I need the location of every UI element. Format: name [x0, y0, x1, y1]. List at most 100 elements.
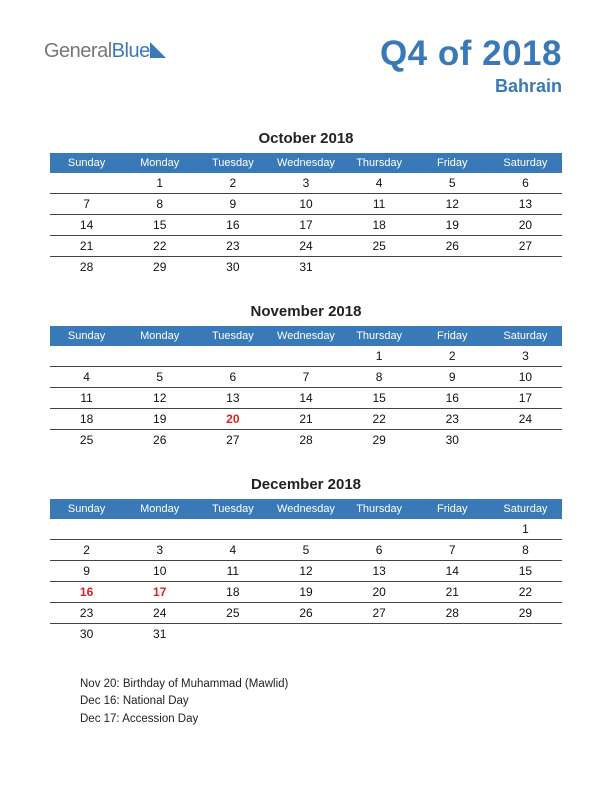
calendar-row: 9101112131415 [50, 561, 562, 582]
calendar-cell: 3 [269, 173, 342, 194]
calendar-cell [416, 624, 489, 645]
calendar-cell: 10 [123, 561, 196, 582]
logo: GeneralBlue [44, 40, 166, 63]
calendar-cell: 10 [269, 194, 342, 215]
calendar-cell: 22 [343, 409, 416, 430]
calendar-cell: 20 [489, 215, 562, 236]
calendar-cell: 9 [416, 367, 489, 388]
calendar-cell: 24 [489, 409, 562, 430]
calendar-cell: 23 [416, 409, 489, 430]
day-header: Friday [416, 326, 489, 346]
calendar-table: SundayMondayTuesdayWednesdayThursdayFrid… [50, 499, 562, 644]
calendar-row: 1 [50, 519, 562, 540]
calendar-cell: 17 [123, 582, 196, 603]
calendar-cell: 5 [123, 367, 196, 388]
calendar-cell: 16 [416, 388, 489, 409]
calendar-cell: 1 [489, 519, 562, 540]
calendar-cell: 31 [269, 257, 342, 278]
calendar-cell: 25 [50, 430, 123, 451]
calendar-cell [50, 173, 123, 194]
calendar-row: 23242526272829 [50, 603, 562, 624]
heading: Q4 of 2018 Bahrain [380, 34, 562, 97]
calendar-cell: 1 [123, 173, 196, 194]
calendar-cell: 22 [123, 236, 196, 257]
calendar-cell: 24 [269, 236, 342, 257]
day-header: Tuesday [196, 153, 269, 173]
calendar-cell: 25 [196, 603, 269, 624]
calendar-cell: 5 [269, 540, 342, 561]
calendar-cell: 19 [416, 215, 489, 236]
calendar-row: 123456 [50, 173, 562, 194]
logo-sail-icon [150, 42, 166, 58]
calendar-cell: 6 [343, 540, 416, 561]
day-header: Thursday [343, 153, 416, 173]
calendar-cell: 5 [416, 173, 489, 194]
month-title: October 2018 [50, 130, 562, 147]
day-header: Sunday [50, 326, 123, 346]
calendar-cell: 8 [489, 540, 562, 561]
calendar-cell [489, 257, 562, 278]
calendars-container: October 2018SundayMondayTuesdayWednesday… [50, 130, 562, 670]
day-header: Thursday [343, 326, 416, 346]
calendar-cell: 28 [416, 603, 489, 624]
calendar-cell: 11 [196, 561, 269, 582]
calendar-cell: 14 [50, 215, 123, 236]
calendar-cell: 13 [196, 388, 269, 409]
calendar-cell: 27 [343, 603, 416, 624]
calendar-cell [196, 346, 269, 367]
calendar-cell [269, 624, 342, 645]
calendar-cell: 21 [269, 409, 342, 430]
day-header: Monday [123, 499, 196, 519]
day-header: Wednesday [269, 153, 342, 173]
day-header: Monday [123, 326, 196, 346]
calendar-cell: 22 [489, 582, 562, 603]
calendar-cell [50, 519, 123, 540]
calendar-row: 21222324252627 [50, 236, 562, 257]
calendar-cell: 11 [343, 194, 416, 215]
calendar-cell: 17 [489, 388, 562, 409]
month-block: November 2018SundayMondayTuesdayWednesda… [50, 303, 562, 450]
calendar-cell [123, 346, 196, 367]
day-header: Thursday [343, 499, 416, 519]
calendar-cell: 30 [196, 257, 269, 278]
calendar-row: 123 [50, 346, 562, 367]
month-title: November 2018 [50, 303, 562, 320]
calendar-row: 14151617181920 [50, 215, 562, 236]
month-block: December 2018SundayMondayTuesdayWednesda… [50, 476, 562, 644]
calendar-cell: 27 [196, 430, 269, 451]
calendar-cell: 1 [343, 346, 416, 367]
calendar-cell [269, 519, 342, 540]
calendar-cell: 4 [343, 173, 416, 194]
holiday-note-line: Dec 16: National Day [80, 693, 288, 710]
calendar-cell: 6 [489, 173, 562, 194]
calendar-cell: 9 [196, 194, 269, 215]
day-header: Tuesday [196, 326, 269, 346]
calendar-cell: 2 [50, 540, 123, 561]
calendar-cell: 7 [269, 367, 342, 388]
calendar-cell [416, 257, 489, 278]
calendar-cell: 2 [196, 173, 269, 194]
calendar-row: 16171819202122 [50, 582, 562, 603]
calendar-row: 28293031 [50, 257, 562, 278]
calendar-cell: 7 [50, 194, 123, 215]
page-subtitle: Bahrain [380, 76, 562, 97]
calendar-table: SundayMondayTuesdayWednesdayThursdayFrid… [50, 153, 562, 277]
day-header: Monday [123, 153, 196, 173]
calendar-cell: 24 [123, 603, 196, 624]
calendar-cell: 20 [343, 582, 416, 603]
day-header: Tuesday [196, 499, 269, 519]
calendar-cell: 29 [489, 603, 562, 624]
day-header: Sunday [50, 499, 123, 519]
logo-text-general: General [44, 40, 112, 62]
calendar-cell: 30 [50, 624, 123, 645]
page-title: Q4 of 2018 [380, 34, 562, 74]
calendar-row: 78910111213 [50, 194, 562, 215]
calendar-cell: 26 [269, 603, 342, 624]
day-header: Friday [416, 153, 489, 173]
calendar-cell: 3 [123, 540, 196, 561]
calendar-cell: 11 [50, 388, 123, 409]
calendar-cell: 2 [416, 346, 489, 367]
calendar-cell: 18 [343, 215, 416, 236]
calendar-cell: 20 [196, 409, 269, 430]
calendar-cell [123, 519, 196, 540]
